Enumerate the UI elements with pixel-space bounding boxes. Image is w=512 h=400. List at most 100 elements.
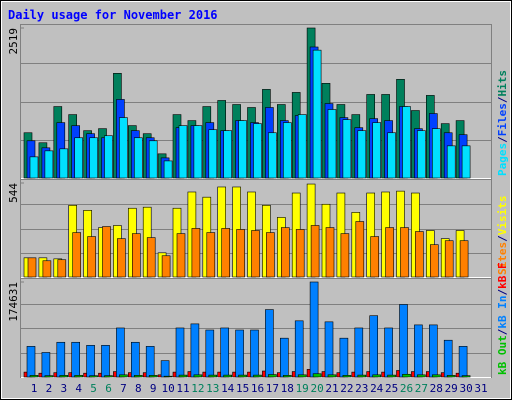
bar	[223, 130, 232, 179]
bar	[443, 339, 453, 378]
legend-entry: Files	[496, 103, 509, 136]
bar	[238, 120, 247, 179]
bar	[206, 232, 216, 278]
bar	[119, 374, 128, 378]
bar	[102, 226, 111, 278]
y-tick-label: 544	[7, 183, 20, 203]
legend-separator: /	[496, 96, 509, 103]
x-tick-label: 22	[340, 382, 353, 395]
bar	[279, 337, 289, 378]
bar	[297, 114, 307, 179]
bar	[357, 130, 367, 179]
bar	[223, 374, 232, 378]
bar	[191, 228, 201, 278]
bar	[26, 346, 36, 378]
x-tick-label: 21	[325, 382, 338, 395]
bar	[428, 324, 438, 378]
bar	[400, 227, 409, 278]
x-tick-label: 28	[430, 382, 443, 395]
x-tick-label: 23	[355, 382, 368, 395]
bar	[119, 117, 128, 179]
bar	[265, 309, 274, 378]
legend: Pages/Files/Hits	[496, 70, 509, 176]
bar	[178, 374, 188, 378]
x-tick-label: 19	[296, 382, 309, 395]
bar	[355, 221, 365, 278]
bar	[268, 374, 277, 378]
bar	[387, 374, 396, 378]
bar	[399, 304, 408, 378]
bar	[205, 329, 215, 378]
bar	[57, 259, 67, 278]
bar	[372, 374, 382, 378]
y-tick-label: 2519	[7, 28, 20, 55]
x-tick-label: 1	[31, 382, 38, 395]
bar	[387, 132, 396, 179]
bar	[431, 128, 441, 179]
bar	[175, 327, 185, 378]
legend-separator: /	[496, 136, 509, 143]
x-tick-label: 12	[191, 382, 204, 395]
x-tick-label: 16	[251, 382, 264, 395]
bar	[431, 374, 441, 378]
bar	[221, 228, 230, 278]
bar	[131, 341, 140, 378]
bar	[384, 327, 393, 378]
bar	[444, 240, 454, 278]
x-tick-label: 7	[120, 382, 127, 395]
x-tick-label: 20	[310, 382, 323, 395]
bar	[104, 375, 113, 378]
bar	[145, 346, 155, 378]
bar	[372, 122, 382, 179]
bar	[42, 260, 52, 278]
legend-entry: kB Out	[496, 335, 509, 375]
x-tick-label: 14	[221, 382, 235, 395]
bar	[87, 236, 96, 278]
bar	[134, 137, 143, 179]
bar	[268, 132, 277, 179]
x-tick-label: 31	[474, 382, 487, 395]
bar	[220, 327, 229, 378]
bar	[370, 236, 380, 278]
bar	[238, 374, 247, 378]
bar	[458, 346, 468, 378]
bar	[253, 374, 262, 378]
bar	[402, 106, 411, 179]
legend-separator: /	[496, 235, 509, 242]
bar	[134, 375, 143, 378]
bar	[297, 374, 307, 378]
legend-entry: Sites	[496, 242, 509, 275]
legend-separator: /	[496, 289, 509, 296]
bar	[236, 229, 245, 278]
bar	[402, 373, 411, 378]
x-tick-label: 17	[266, 382, 279, 395]
bar	[29, 156, 39, 179]
bar	[44, 375, 54, 378]
bar	[117, 238, 126, 278]
bar	[369, 315, 379, 378]
bar	[74, 375, 83, 378]
bar	[342, 375, 352, 378]
bar	[56, 341, 66, 378]
bar	[417, 130, 426, 179]
bar	[116, 327, 125, 378]
x-tick-label: 24	[370, 382, 384, 395]
bar	[148, 140, 158, 179]
legend-entry: Hits	[496, 70, 509, 97]
bar	[282, 122, 292, 179]
legend-entry: Pages	[496, 143, 509, 176]
x-tick-label: 29	[445, 382, 458, 395]
bar	[295, 229, 305, 278]
bar	[74, 137, 83, 179]
bar	[148, 375, 158, 378]
y-tick-label: 174631	[7, 282, 20, 322]
bar	[251, 230, 260, 278]
bar	[325, 227, 335, 278]
bar	[235, 329, 244, 378]
bar	[89, 375, 98, 378]
x-tick-label: 26	[400, 382, 413, 395]
chart-title: Daily usage for November 2016	[8, 8, 218, 22]
bar	[312, 373, 322, 378]
